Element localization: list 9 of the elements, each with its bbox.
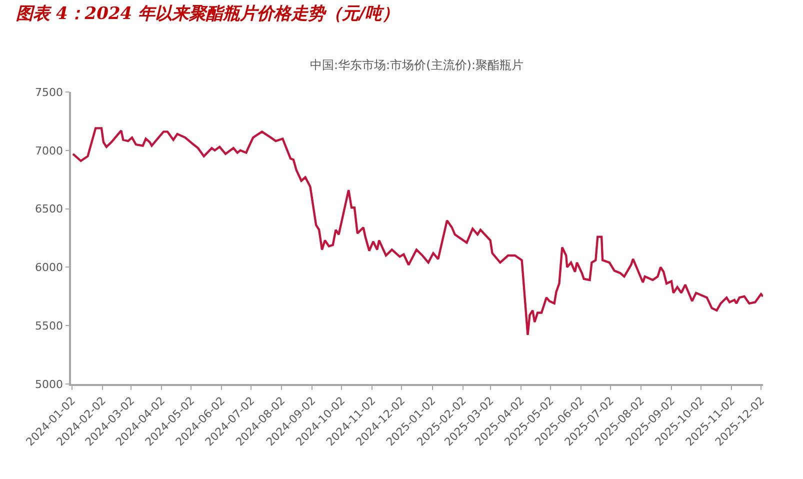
chart-subtitle: 中国:华东市场:市场价(主流价):聚酯瓶片 (310, 58, 524, 72)
y-tick-label: 7000 (35, 144, 64, 158)
line-series (72, 127, 763, 336)
y-tick-label: 6000 (35, 261, 64, 274)
chart-title: 图表 4：2024 年以来聚酯瓶片价格走势（元/吨） (16, 4, 400, 24)
y-tick-label: 5000 (35, 378, 64, 391)
y-tick-label: 5500 (35, 319, 64, 332)
y-tick-label: 7500 (35, 86, 64, 99)
y-tick-label: 6500 (35, 202, 64, 216)
